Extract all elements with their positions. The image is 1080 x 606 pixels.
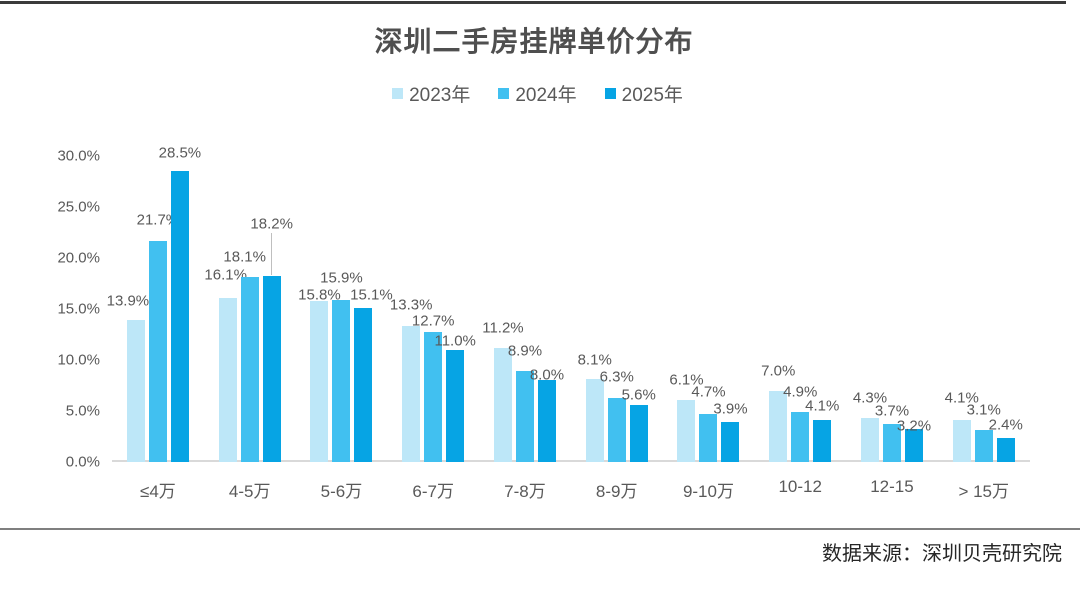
x-axis-category-label: 5-6万	[320, 482, 363, 501]
bar-value-label: 5.6%	[621, 386, 656, 404]
y-axis-tick-label: 30.0%	[57, 147, 100, 165]
x-axis-category-label: 12-15	[870, 477, 914, 496]
bar-2023年-5-6万	[310, 300, 329, 462]
legend-label: 2024年	[515, 85, 577, 106]
bar-2023年-8-9万	[585, 379, 604, 462]
bar-value-label: 8.9%	[507, 342, 543, 360]
bar-value-label: 8.1%	[577, 351, 612, 369]
x-axis-category-label: 10-12	[778, 477, 822, 496]
x-axis-line	[112, 460, 1030, 462]
bar-2023年-≤4万	[126, 320, 145, 462]
bar-2024年-> 15万	[974, 430, 993, 462]
bar-value-label: 8.0%	[529, 366, 565, 384]
bar-value-label: 3.1%	[966, 401, 1001, 419]
bar-value-label: 15.1%	[350, 286, 393, 304]
bar-2023年-9-10万	[677, 399, 696, 462]
bar-2024年-10-12	[791, 412, 810, 462]
chart-legend: 2023年 2024年 2025年	[0, 80, 1075, 107]
bar-value-label: 4.1%	[805, 397, 840, 415]
bar-2025年-8-9万	[629, 404, 648, 462]
bar-value-label: 13.9%	[106, 292, 150, 310]
bar-2025年-6-7万	[446, 349, 465, 462]
bar-2023年-12-15	[860, 418, 879, 462]
bar-2025年-≤4万	[170, 171, 189, 462]
bar-value-label: 7.0%	[761, 362, 796, 380]
bar-value-label: 6.1%	[669, 371, 704, 389]
x-axis-category-label: 8-9万	[595, 482, 638, 501]
legend-swatch-icon	[604, 88, 616, 99]
bar-value-label: 13.3%	[389, 296, 433, 314]
bar-2023年-4-5万	[218, 297, 237, 462]
y-axis-tick-label: 5.0%	[65, 402, 100, 420]
bar-2025年-9-10万	[721, 422, 740, 462]
bar-2024年-9-10万	[699, 414, 718, 462]
bar-value-label: 21.7%	[136, 211, 180, 229]
legend-label: 2023年	[409, 85, 471, 106]
legend-item-2024年: 2024年	[498, 80, 577, 107]
bar-2023年-> 15万	[952, 420, 971, 462]
bar-2025年-12-15	[904, 429, 923, 462]
label-leader-line	[270, 233, 272, 276]
bar-value-label: 28.5%	[158, 144, 202, 162]
top-divider	[0, 1, 1066, 4]
bar-value-label: 15.9%	[320, 269, 363, 287]
y-axis-tick-label: 15.0%	[57, 300, 100, 318]
bar-2023年-7-8万	[493, 347, 512, 462]
bar-value-label: 18.1%	[223, 248, 266, 266]
bar-2024年-4-5万	[240, 277, 259, 462]
y-axis-tick-label: 0.0%	[65, 453, 100, 471]
legend-label: 2025年	[621, 85, 683, 106]
x-axis-category-label: ≤4万	[139, 482, 176, 501]
y-axis-tick-label: 10.0%	[57, 351, 100, 369]
bar-value-label: 11.0%	[434, 332, 476, 350]
bar-2023年-10-12	[769, 390, 788, 462]
bar-value-label: 3.7%	[874, 402, 910, 420]
bar-value-label: 11.2%	[482, 319, 524, 337]
bottom-divider	[0, 528, 1080, 530]
chart-title: 深圳二手房挂牌单价分布	[374, 26, 694, 57]
x-axis-category-label: 7-8万	[504, 482, 546, 501]
bar-value-label: 15.8%	[298, 286, 341, 304]
bar-2025年-5-6万	[354, 307, 373, 462]
bar-2024年-≤4万	[148, 240, 167, 462]
bar-value-label: 4.1%	[944, 389, 979, 407]
data-source-caption: 数据来源：深圳贝壳研究院	[822, 543, 1062, 565]
bar-value-label: 2.4%	[988, 416, 1023, 434]
bar-value-label: 4.7%	[691, 383, 726, 401]
legend-item-2023年: 2023年	[392, 80, 470, 107]
bar-value-label: 6.3%	[599, 368, 634, 386]
bar-value-label: 4.9%	[783, 383, 818, 401]
bar-2023年-6-7万	[402, 326, 421, 462]
bar-2024年-12-15	[882, 424, 901, 462]
bar-value-label: 12.7%	[411, 312, 455, 330]
x-axis-category-label: > 15万	[958, 482, 1010, 501]
bar-value-label: 16.1%	[204, 266, 247, 284]
y-axis-tick-label: 25.0%	[57, 198, 100, 216]
legend-swatch-icon	[498, 88, 510, 99]
legend-swatch-icon	[392, 88, 404, 99]
bar-2025年-7-8万	[537, 380, 556, 462]
bar-2025年-10-12	[813, 420, 832, 462]
bar-value-label: 4.3%	[852, 389, 888, 407]
bar-value-label: 3.2%	[896, 417, 932, 435]
bar-2024年-5-6万	[332, 299, 351, 462]
legend-item-2025年: 2025年	[604, 80, 683, 107]
bar-value-label: 18.2%	[250, 215, 293, 233]
bar-value-label: 3.9%	[713, 400, 748, 418]
x-axis-category-label: 9-10万	[682, 482, 734, 501]
x-axis-category-label: 6-7万	[412, 482, 454, 501]
bar-2025年-4-5万	[262, 276, 281, 462]
y-axis-tick-label: 20.0%	[57, 249, 100, 267]
bar-2024年-8-9万	[607, 397, 626, 462]
x-axis-category-label: 4-5万	[228, 482, 271, 501]
bar-2025年-> 15万	[996, 437, 1015, 462]
bar-2024年-6-7万	[424, 332, 443, 462]
bar-2024年-7-8万	[515, 371, 534, 462]
